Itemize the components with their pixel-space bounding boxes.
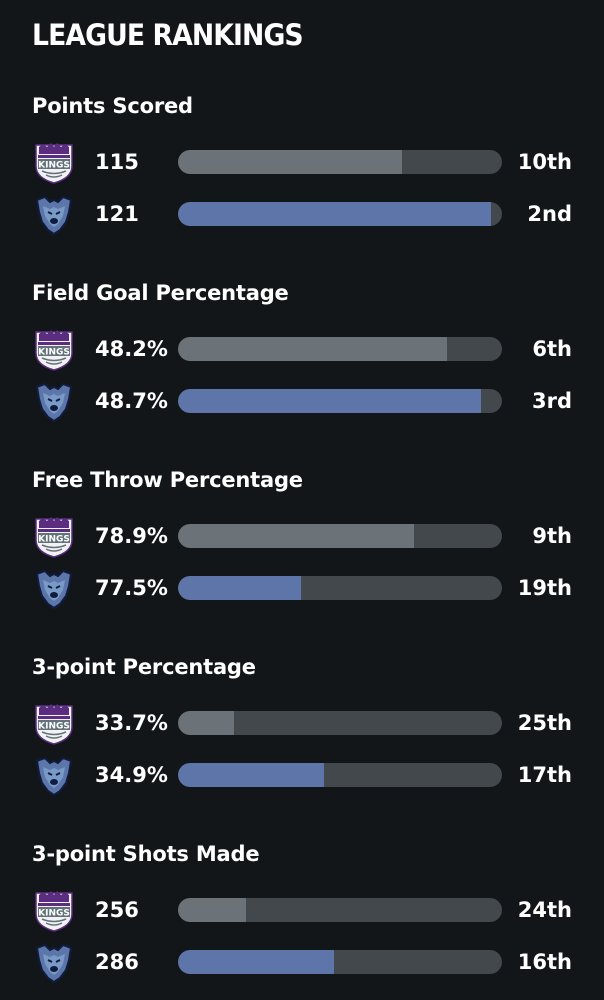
sacramento-kings-logo-icon: [33, 329, 75, 371]
league-rank: 25th: [517, 711, 572, 735]
grizzlies-stat-row: 77.5% 19th: [0, 568, 604, 608]
stat-value: 256: [95, 898, 139, 922]
rank-bar-track: [178, 150, 502, 174]
rank-bar-track: [178, 337, 502, 361]
stat-value: 34.9%: [95, 763, 168, 787]
sacramento-kings-logo-icon: [33, 142, 75, 184]
rank-bar-track: [178, 202, 502, 226]
memphis-grizzlies-logo-icon: [33, 942, 75, 984]
grizzlies-stat-row: 121 2nd: [0, 194, 604, 234]
rank-bar-fill: [178, 202, 491, 226]
rank-bar-fill: [178, 950, 334, 974]
league-rank: 9th: [532, 524, 572, 548]
stat-value: 77.5%: [95, 576, 168, 600]
rank-bar-fill: [178, 524, 414, 548]
stat-value: 48.7%: [95, 389, 168, 413]
rank-bar-track: [178, 524, 502, 548]
league-rank: 6th: [532, 337, 572, 361]
rank-bar-track: [178, 576, 502, 600]
stat-value: 78.9%: [95, 524, 168, 548]
stat-value: 115: [95, 150, 139, 174]
grizzlies-stat-row: 34.9% 17th: [0, 755, 604, 795]
league-rank: 24th: [517, 898, 572, 922]
rank-bar-track: [178, 898, 502, 922]
league-rank: 19th: [517, 576, 572, 600]
league-rank: 2nd: [527, 202, 572, 226]
memphis-grizzlies-logo-icon: [33, 568, 75, 610]
rank-bar-fill: [178, 898, 247, 922]
stat-value: 121: [95, 202, 139, 226]
section-title: 3-point Shots Made: [32, 842, 260, 866]
rank-bar-fill: [178, 150, 402, 174]
kings-stat-row: 48.2% 6th: [0, 329, 604, 369]
memphis-grizzlies-logo-icon: [33, 381, 75, 423]
sacramento-kings-logo-icon: [33, 703, 75, 745]
section-title: 3-point Percentage: [32, 655, 256, 679]
section-title: Field Goal Percentage: [32, 281, 289, 305]
stat-value: 286: [95, 950, 139, 974]
rank-bar-fill: [178, 763, 324, 787]
league-rank: 17th: [517, 763, 572, 787]
league-rank: 16th: [517, 950, 572, 974]
kings-stat-row: 33.7% 25th: [0, 703, 604, 743]
kings-stat-row: 256 24th: [0, 890, 604, 930]
rank-bar-track: [178, 950, 502, 974]
rank-bar-fill: [178, 389, 481, 413]
page-title: LEAGUE RANKINGS: [32, 18, 304, 52]
section-title: Free Throw Percentage: [32, 468, 303, 492]
memphis-grizzlies-logo-icon: [33, 755, 75, 797]
grizzlies-stat-row: 48.7% 3rd: [0, 381, 604, 421]
rank-bar-track: [178, 711, 502, 735]
league-rank: 3rd: [531, 389, 572, 413]
kings-stat-row: 78.9% 9th: [0, 516, 604, 556]
sacramento-kings-logo-icon: [33, 890, 75, 932]
grizzlies-stat-row: 286 16th: [0, 942, 604, 982]
memphis-grizzlies-logo-icon: [33, 194, 75, 236]
league-rank: 10th: [517, 150, 572, 174]
stat-value: 33.7%: [95, 711, 168, 735]
sacramento-kings-logo-icon: [33, 516, 75, 558]
rank-bar-fill: [178, 711, 235, 735]
stat-value: 48.2%: [95, 337, 168, 361]
rank-bar-fill: [178, 576, 302, 600]
rank-bar-track: [178, 389, 502, 413]
kings-stat-row: 115 10th: [0, 142, 604, 182]
rank-bar-track: [178, 763, 502, 787]
section-title: Points Scored: [32, 94, 193, 118]
rank-bar-fill: [178, 337, 447, 361]
